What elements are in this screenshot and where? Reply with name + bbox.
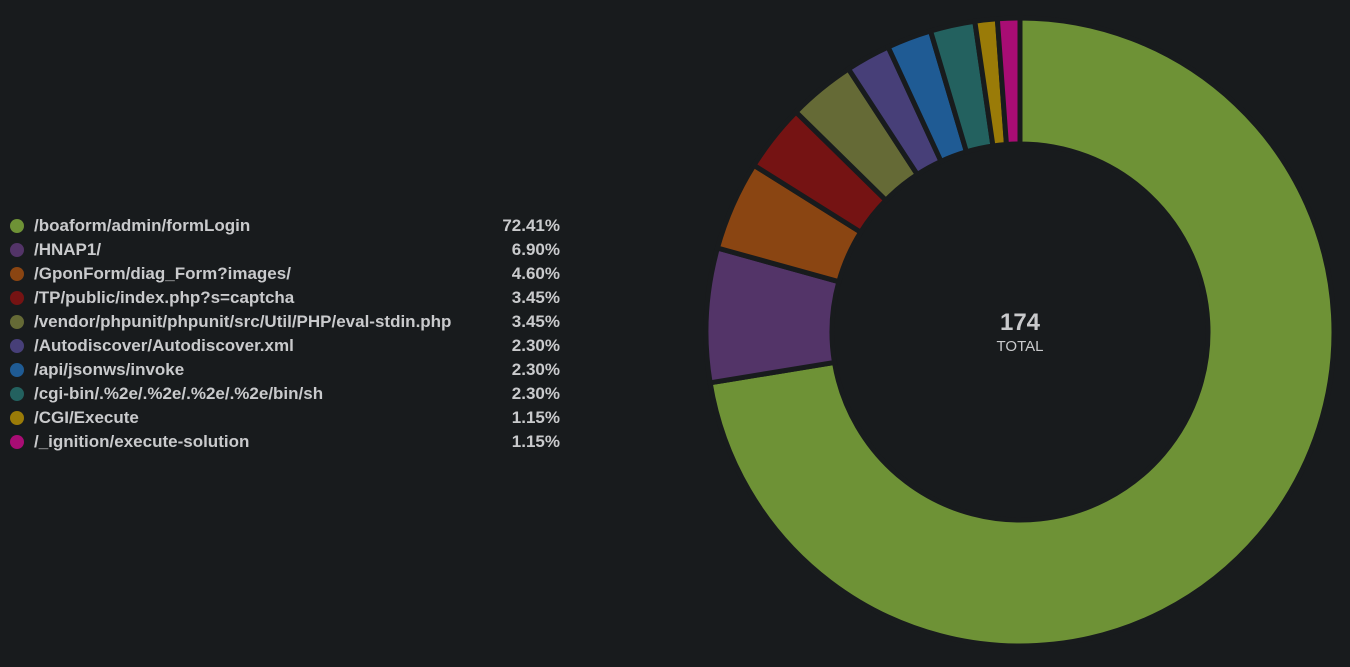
legend-percent: 2.30% <box>511 384 560 403</box>
legend-item[interactable]: /Autodiscover/Autodiscover.xml 2.30% <box>8 334 564 358</box>
legend-item[interactable]: /HNAP1/6.90% <box>8 238 564 262</box>
legend-percent: 6.90% <box>511 240 560 259</box>
legend-item[interactable]: /CGI/Execute 1.15% <box>8 406 564 430</box>
legend-swatch <box>10 315 24 329</box>
donut-slice[interactable] <box>707 15 1337 649</box>
legend-item[interactable]: /GponForm/diag_Form?images/4.60% <box>8 262 564 286</box>
total-label: TOTAL <box>996 338 1044 355</box>
legend-percent: 2.30% <box>511 360 560 379</box>
legend-item[interactable]: /vendor/phpunit/phpunit/src/Util/PHP/eva… <box>8 310 564 334</box>
legend-swatch <box>10 411 24 425</box>
legend-swatch <box>10 387 24 401</box>
legend-swatch <box>10 339 24 353</box>
legend-item[interactable]: /cgi-bin/.%2e/.%2e/.%2e/.%2e/bin/sh 2.30% <box>8 382 564 406</box>
donut-slice[interactable] <box>994 15 1023 148</box>
legend-swatch <box>10 267 24 281</box>
legend-item[interactable]: /_ignition/execute-solution 1.15% <box>8 430 564 454</box>
legend-percent: 1.15% <box>511 408 560 427</box>
total-value: 174 <box>999 309 1041 336</box>
legend-swatch <box>10 243 24 257</box>
legend-swatch <box>10 219 24 233</box>
legend-percent: 3.45% <box>511 312 560 331</box>
legend-percent: 72.41% <box>502 216 560 235</box>
legend-percent: 1.15% <box>511 432 560 451</box>
legend-swatch <box>10 291 24 305</box>
legend-item[interactable]: /api/jsonws/invoke 2.30% <box>8 358 564 382</box>
legend-swatch <box>10 363 24 377</box>
legend-item[interactable]: /TP/public/index.php?s=captcha 3.45% <box>8 286 564 310</box>
legend-item[interactable]: /boaform/admin/formLogin 72.41% <box>8 214 564 238</box>
legend-percent: 3.45% <box>511 288 560 307</box>
chart-center-total: 174 TOTAL <box>960 308 1080 356</box>
legend-percent: 4.60% <box>511 264 560 283</box>
legend-swatch <box>10 435 24 449</box>
chart-legend: /boaform/admin/formLogin 72.41%/HNAP1/6.9… <box>8 214 564 454</box>
legend-percent: 2.30% <box>511 336 560 355</box>
